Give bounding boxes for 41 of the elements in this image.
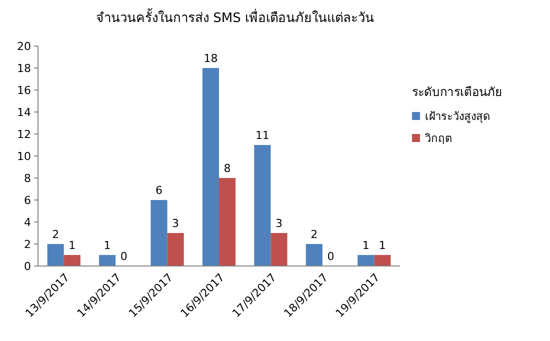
data-label: 1	[362, 239, 370, 252]
bar	[358, 255, 374, 266]
legend-label: เฝ้าระวังสูงสุด	[425, 110, 490, 123]
data-label: 8	[224, 162, 231, 175]
y-tick-label: 6	[24, 194, 31, 207]
y-tick-label: 18	[17, 62, 31, 75]
data-label: 1	[378, 239, 386, 252]
y-tick-label: 0	[24, 260, 31, 273]
y-tick-label: 16	[17, 84, 31, 97]
bar	[219, 178, 236, 266]
y-tick-label: 12	[17, 128, 31, 141]
bar	[64, 255, 80, 266]
data-label: 2	[310, 228, 318, 241]
data-label: 18	[204, 52, 218, 65]
legend-label: วิกฤต	[424, 132, 452, 145]
bar	[47, 244, 64, 266]
bar	[270, 233, 288, 266]
bar	[374, 255, 391, 266]
y-tick-label: 2	[24, 238, 31, 251]
y-tick-label: 8	[24, 172, 31, 185]
data-label: 11	[255, 129, 270, 142]
chart-title: จำนวนครั้งในการส่ง SMS เพื่อเตือนภัยในแต่ละวัน	[96, 8, 374, 26]
data-label: 3	[172, 217, 180, 230]
bar	[167, 233, 184, 266]
data-label: 6	[156, 184, 163, 197]
bar	[254, 145, 271, 266]
data-label: 0	[327, 250, 334, 263]
data-label: 2	[52, 228, 60, 241]
bar	[306, 244, 322, 266]
bar	[150, 200, 168, 266]
y-tick-label: 14	[17, 106, 31, 119]
legend-title: ระดับการเตือนภัย	[412, 85, 502, 99]
data-label: 1	[104, 239, 111, 252]
y-tick-label: 4	[24, 216, 31, 229]
bar	[99, 255, 116, 266]
data-label: 3	[275, 217, 282, 230]
y-tick-label: 10	[17, 150, 31, 163]
bar	[202, 68, 219, 266]
data-label: 0	[120, 250, 128, 263]
y-tick-label: 20	[17, 40, 31, 53]
data-label: 1	[68, 239, 76, 252]
